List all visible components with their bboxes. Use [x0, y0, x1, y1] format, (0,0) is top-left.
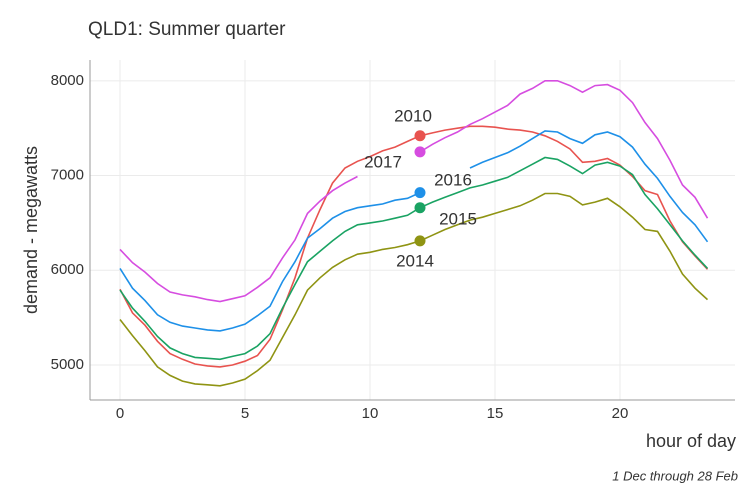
- highlight-point: [414, 130, 426, 142]
- x-tick-label: 5: [241, 405, 249, 422]
- y-tick-label: 5000: [51, 356, 84, 373]
- highlight-point: [414, 235, 426, 247]
- series-label: 2016: [434, 170, 472, 189]
- y-tick-label: 8000: [51, 72, 84, 89]
- caption: 1 Dec through 28 Feb: [612, 468, 738, 483]
- series-label: 2017: [364, 152, 402, 171]
- x-tick-label: 15: [487, 405, 504, 422]
- highlight-point: [414, 202, 426, 214]
- chart-title: QLD1: Summer quarter: [88, 19, 286, 40]
- series-label: 2010: [394, 106, 432, 125]
- highlight-point: [414, 187, 426, 199]
- series-label: 2014: [396, 251, 434, 270]
- series-line: [119, 192, 709, 387]
- series-line: [119, 156, 709, 361]
- x-axis-label: hour of day: [646, 431, 736, 451]
- series-line: [119, 130, 709, 332]
- y-axis-label: demand - megawatts: [21, 146, 41, 314]
- x-tick-label: 0: [116, 405, 124, 422]
- y-tick-label: 7000: [51, 167, 84, 184]
- grid: [90, 60, 735, 400]
- y-tick-label: 6000: [51, 261, 84, 278]
- x-tick-label: 10: [362, 405, 379, 422]
- lines: [119, 80, 709, 387]
- series-line: [119, 80, 709, 303]
- x-tick-label: 20: [612, 405, 629, 422]
- highlight-point: [414, 146, 426, 158]
- series-line: [119, 125, 709, 368]
- series-label: 2015: [439, 209, 477, 228]
